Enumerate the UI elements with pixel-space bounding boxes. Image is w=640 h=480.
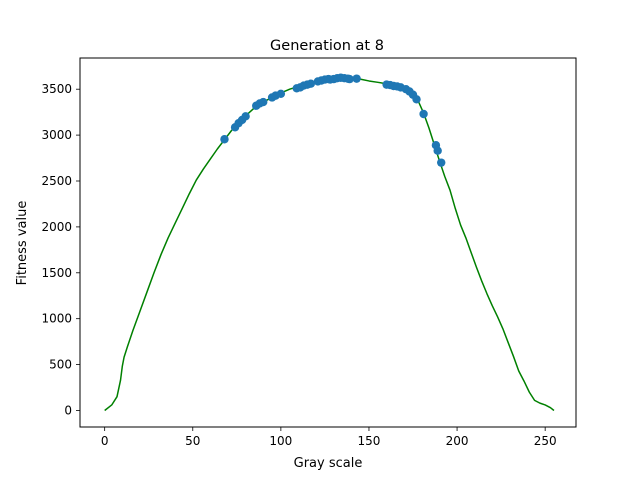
x-tick-label: 200	[446, 434, 469, 448]
x-axis-ticks: 0 50 100 150 200 250	[101, 427, 557, 448]
y-axis-label: Fitness value	[15, 201, 30, 286]
x-tick-label: 150	[358, 434, 381, 448]
plot-area	[104, 73, 555, 412]
population-point	[241, 112, 250, 121]
population-point	[433, 146, 442, 155]
y-tick-label: 1500	[41, 266, 72, 280]
x-tick-label: 0	[101, 434, 109, 448]
population-point	[259, 97, 268, 107]
y-tick-label: 0	[64, 403, 72, 417]
population-point	[220, 135, 229, 144]
population-point	[306, 79, 316, 88]
x-tick-label: 100	[269, 434, 292, 448]
y-tick-label: 1000	[41, 312, 72, 326]
population-point	[437, 158, 446, 167]
y-tick-label: 2500	[41, 174, 72, 188]
x-axis-label: Gray scale	[294, 456, 363, 471]
population-point	[276, 89, 286, 99]
x-tick-label: 50	[185, 434, 200, 448]
y-axis-ticks: 0 500 1000 1500 2000 2500 3000 3500	[41, 82, 80, 417]
y-tick-label: 2000	[41, 220, 72, 234]
chart-title: Generation at 8	[270, 38, 384, 54]
population-point	[352, 74, 361, 83]
y-tick-label: 500	[49, 358, 72, 372]
y-tick-label: 3000	[41, 128, 72, 142]
population-point	[345, 74, 354, 84]
plot-frame	[79, 57, 577, 428]
y-tick-label: 3500	[41, 82, 72, 96]
population-point	[419, 109, 428, 119]
population-point	[412, 95, 421, 104]
x-tick-label: 250	[534, 434, 557, 448]
fitness-curve-line	[104, 76, 555, 412]
